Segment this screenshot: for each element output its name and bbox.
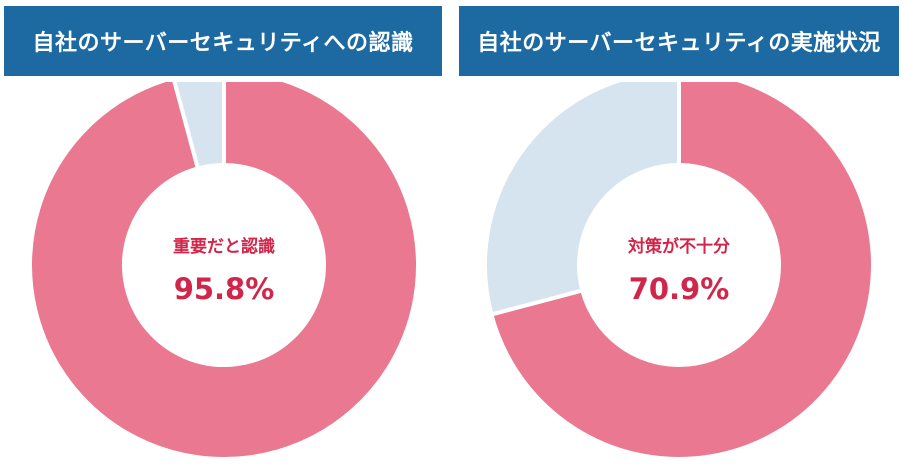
center-label-awareness: 重要だと認識 [173,237,275,257]
donut-slice-status-0 [488,82,875,461]
chart-panel-awareness: 自社のサーバーセキュリティへの認識 重要だと認識 95.8% [4,0,444,464]
donut-chart-status [483,82,875,461]
donut-slice-awareness-1 [172,82,226,171]
center-label-status: 対策が不十分 [628,237,730,257]
donut-slice-status-1 [483,82,681,317]
center-value-status: 70.9% [628,272,730,306]
chart-panel-status: 自社のサーバーセキュリティの実施状況 対策が不十分 70.9% [459,0,899,464]
chart-title-awareness: 自社のサーバーセキュリティへの認識 [4,6,442,76]
chart-title-status: 自社のサーバーセキュリティの実施状況 [459,6,899,76]
center-value-awareness: 95.8% [173,272,275,306]
donut-chart-awareness [28,82,420,461]
donut-slice-awareness-0 [28,82,420,461]
